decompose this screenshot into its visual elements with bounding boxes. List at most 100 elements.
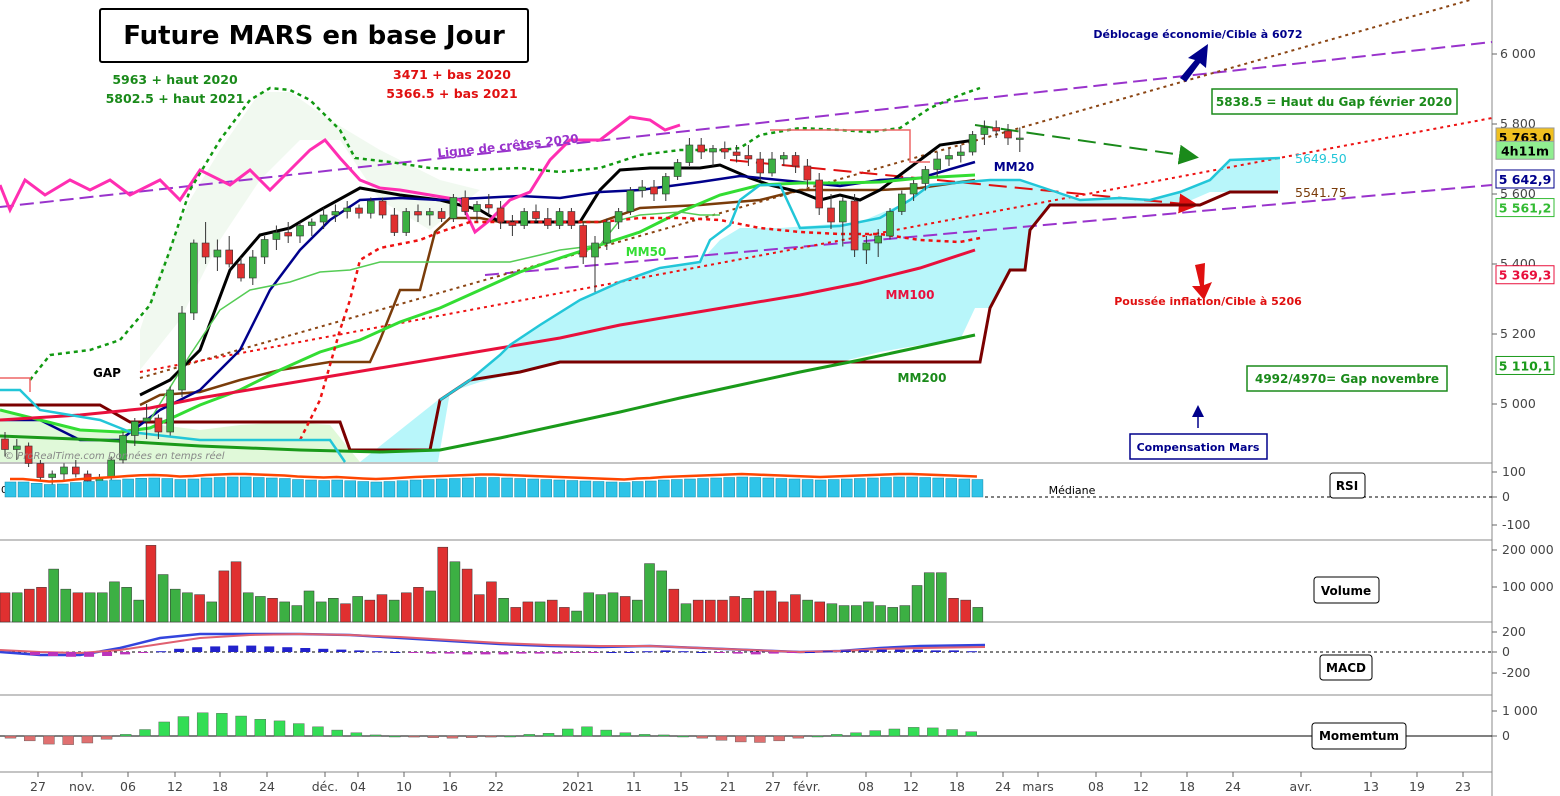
candle-body: [107, 459, 115, 478]
volume-bar: [133, 599, 145, 623]
momentum-bar: [293, 723, 305, 737]
rsi-bar: [592, 481, 605, 498]
macd-bar: [786, 652, 797, 653]
cyan-line: [439, 156, 1281, 402]
x-tick-label: 10: [396, 779, 412, 794]
momentum-bar: [811, 735, 824, 738]
candle-body: [461, 197, 470, 212]
gap-novembre-box: [1246, 365, 1448, 392]
candle-body: [307, 221, 316, 226]
momentum-bar: [562, 728, 574, 737]
volume-bar: [194, 594, 205, 623]
volume-bar: [595, 594, 607, 623]
rsi-bar: [83, 481, 95, 498]
arrow-down-red-icon: [1192, 263, 1212, 300]
rsi-bar: [305, 479, 317, 498]
rsi-bar: [579, 480, 592, 498]
mediane-label: Médiane: [1049, 484, 1096, 497]
rsi-bar: [70, 482, 82, 498]
x-tick-label: févr.: [793, 779, 820, 794]
x-tick-label: avr.: [1289, 779, 1312, 794]
x-tick-label: 11: [626, 779, 642, 794]
volume-bar: [425, 590, 436, 623]
y-tick-label: 6 000: [1500, 46, 1536, 61]
macd-bar: [588, 652, 599, 653]
momentum-label: Momemtum: [1319, 729, 1399, 743]
watermark: © ProRealTime.com Données en temps réel: [4, 450, 225, 462]
x-tick-label: 15: [673, 779, 689, 794]
candle-body: [355, 207, 363, 214]
red-dotted-trend: [139, 117, 1493, 373]
green-dashed-arrow: [974, 124, 1199, 165]
volume-bar: [413, 587, 424, 623]
y-tick-label: 5 600: [1500, 186, 1536, 201]
rsi-bar: [893, 476, 905, 498]
macd-label: MACD: [1326, 661, 1366, 675]
candle-body: [886, 211, 894, 237]
volume-bar: [936, 572, 947, 623]
x-tick-label: 04: [350, 779, 366, 794]
candle-body: [532, 211, 540, 219]
rsi-bar: [618, 482, 631, 498]
candle-body: [567, 211, 576, 226]
rsi-bar: [880, 477, 892, 498]
volume-bar: [887, 607, 898, 623]
rsi-bar: [266, 477, 278, 498]
candle-body: [48, 473, 57, 478]
rsi-bar: [710, 477, 722, 498]
rsi-bar: [148, 477, 160, 498]
x-tick-label: 24: [259, 779, 275, 794]
macd-bar: [336, 649, 347, 652]
volume-bar: [741, 598, 753, 623]
volume-bar: [291, 605, 303, 623]
rsi-bar: [239, 476, 252, 498]
x-tick-label: 18: [949, 779, 965, 794]
volume-bar: [668, 588, 680, 623]
rsi-bar: [605, 481, 618, 498]
candle-body: [131, 421, 139, 436]
x-tick-label: 27: [765, 779, 781, 794]
volume-bar: [619, 596, 631, 623]
rsi-bar: [435, 478, 448, 498]
y-tick-label: 200: [1502, 624, 1526, 639]
label-5541: 5541.75: [1295, 185, 1347, 200]
volume-bar: [242, 592, 254, 623]
candle-body: [779, 155, 788, 160]
macd-bar: [822, 651, 833, 653]
candle-body: [402, 211, 411, 233]
candle-body: [732, 151, 741, 156]
macd-bar: [426, 652, 437, 654]
momentum-bar: [81, 735, 94, 744]
macd-bar: [246, 645, 257, 652]
candle-body: [980, 127, 989, 135]
macd-signal: [0, 632, 986, 655]
rsi-bar: [801, 479, 814, 498]
momentum-bar: [196, 712, 209, 737]
trend-lines: [0, 0, 1493, 379]
macd-bar: [858, 650, 869, 652]
volume-bar: [36, 587, 47, 623]
y-tick-label: 5 000: [1500, 396, 1536, 411]
title-box: [99, 8, 529, 63]
volume-bar: [826, 603, 838, 623]
macd-bar: [354, 650, 365, 652]
label-mm20: MM20: [994, 160, 1035, 174]
momentum-bar: [907, 727, 920, 737]
candle-body: [956, 151, 965, 156]
rsi-bar: [253, 477, 265, 498]
x-tick-label: 12: [167, 779, 183, 794]
candle-body: [909, 183, 918, 195]
volume-bar: [84, 592, 96, 623]
rsi-bar: [109, 479, 121, 498]
price-badge: [1495, 265, 1555, 285]
momentum-bar: [523, 734, 536, 737]
x-tick-label: 08: [858, 779, 874, 794]
rsi-panel: Médiane RSI 0: [1, 472, 1492, 499]
rsi-bar: [43, 484, 56, 498]
candle-body: [296, 225, 304, 237]
volume-bar: [121, 587, 132, 623]
momentum-bar: [754, 735, 766, 743]
macd-bar: [498, 652, 509, 655]
rsi-label: RSI: [1336, 479, 1358, 493]
rsi-left-marker: 0: [1, 485, 7, 496]
